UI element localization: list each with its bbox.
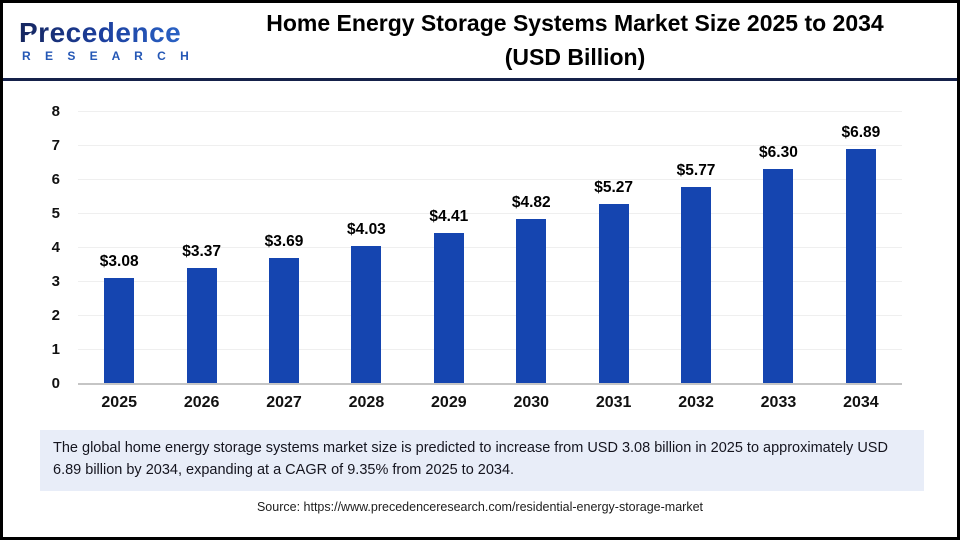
x-axis-label-2027: 2027 — [266, 394, 302, 411]
bar-2029 — [433, 233, 464, 383]
x-axis-label-2026: 2026 — [183, 394, 220, 411]
brand-name: Precedence — [19, 17, 203, 47]
y-axis-tick-label: 2 — [51, 307, 60, 324]
y-axis-tick-label: 6 — [51, 171, 60, 188]
y-axis-tick-label: 5 — [51, 205, 60, 222]
gridline — [78, 111, 902, 112]
y-axis-tick-label: 8 — [51, 103, 60, 120]
bar-2034 — [845, 148, 876, 383]
x-axis-label-2033: 2033 — [760, 394, 797, 411]
chart: 0 1 2 3 4 5 6 7 8 $3.08 $3.37 $3.69 $4.03 $4.41 $4.82 $… — [3, 81, 957, 392]
gridline — [78, 315, 902, 316]
bar-slot: $6.30 — [737, 113, 819, 383]
bar-slot: $3.37 — [160, 113, 242, 383]
x-axis-label-2030: 2030 — [513, 394, 550, 411]
x-axis-label-2032: 2032 — [678, 394, 714, 411]
header: Precedence R E S E A R C H Home Energy S… — [3, 3, 957, 81]
x-axis-label-2029: 2029 — [431, 394, 467, 411]
y-axis-tick-label: 0 — [51, 375, 60, 392]
bar-value-label: $5.27 — [594, 178, 634, 196]
x-axis-label-2034: 2034 — [843, 394, 879, 411]
source-text: Source: https://www.precedenceresearch.c… — [256, 499, 704, 514]
plot-area: 0 1 2 3 4 5 6 7 8 $3.08 $3.37 $3.69 $4.03 $4.41 $4.82 $… — [52, 103, 902, 392]
bar-2031 — [598, 203, 629, 383]
bar-2025 — [104, 278, 135, 383]
bar-slot: $4.03 — [325, 113, 407, 383]
gridline — [78, 247, 902, 248]
header-logo: Precedence R E S E A R C H — [3, 17, 203, 64]
bar-value-label: $3.37 — [182, 243, 221, 261]
y-axis-tick-label: 7 — [51, 137, 60, 154]
bar-2032 — [681, 186, 712, 383]
y-axis-tick-label: 1 — [51, 341, 60, 358]
page-title: Home Energy Storage Systems Market Size … — [203, 7, 957, 74]
summary-text: The global home energy storage systems m… — [53, 440, 888, 478]
bar-slot: $3.69 — [243, 113, 325, 383]
bar-value-label: $6.30 — [759, 143, 798, 161]
gridline — [78, 145, 902, 146]
chart-title-line2: (USD Billion) — [504, 43, 646, 70]
bar-value-label: $4.41 — [429, 208, 469, 226]
x-axis-label-2031: 2031 — [595, 394, 632, 411]
y-axis-tick-label: 3 — [51, 273, 60, 290]
bar-slot: $3.08 — [78, 113, 160, 383]
gridline — [78, 213, 902, 214]
bar-2027 — [269, 257, 300, 383]
bar-value-label: $3.69 — [264, 232, 304, 250]
brand-subtitle: R E S E A R C H — [22, 49, 195, 64]
bar-value-label: $3.08 — [99, 253, 139, 271]
bar-value-label: $4.82 — [511, 194, 551, 212]
y-axis-tick-label: 4 — [51, 239, 60, 256]
bar-slot: $5.77 — [655, 113, 737, 383]
bar-2026 — [186, 268, 217, 383]
x-axis-labels: 2025 2026 2027 2028 2029 2030 2031 2032 2033 2034 — [3, 385, 957, 412]
bars-container: $3.08 $3.37 $3.69 $4.03 $4.41 $4.82 $5.27 $5.77… — [78, 113, 902, 383]
x-axis-label-2025: 2025 — [101, 394, 137, 411]
bar-value-label: $5.77 — [676, 161, 716, 179]
gridline — [78, 349, 902, 350]
bar-slot: $4.41 — [408, 113, 490, 383]
bar-2033 — [763, 168, 794, 383]
bar-value-label: $4.03 — [347, 220, 386, 238]
bar-slot: $5.27 — [572, 113, 654, 383]
gridline — [78, 281, 902, 282]
chart-title-line1: Home Energy Storage Systems Market Size … — [266, 10, 884, 37]
bar-2028 — [351, 245, 382, 383]
bar-2030 — [516, 219, 547, 383]
bar-value-label: $6.89 — [841, 123, 881, 141]
x-axis-label-2028: 2028 — [348, 394, 385, 411]
gridline — [78, 179, 902, 180]
summary-callout: The global home energy storage systems m… — [40, 430, 924, 491]
bar-slot: $4.82 — [490, 113, 572, 383]
bar-slot: $6.89 — [820, 113, 902, 383]
